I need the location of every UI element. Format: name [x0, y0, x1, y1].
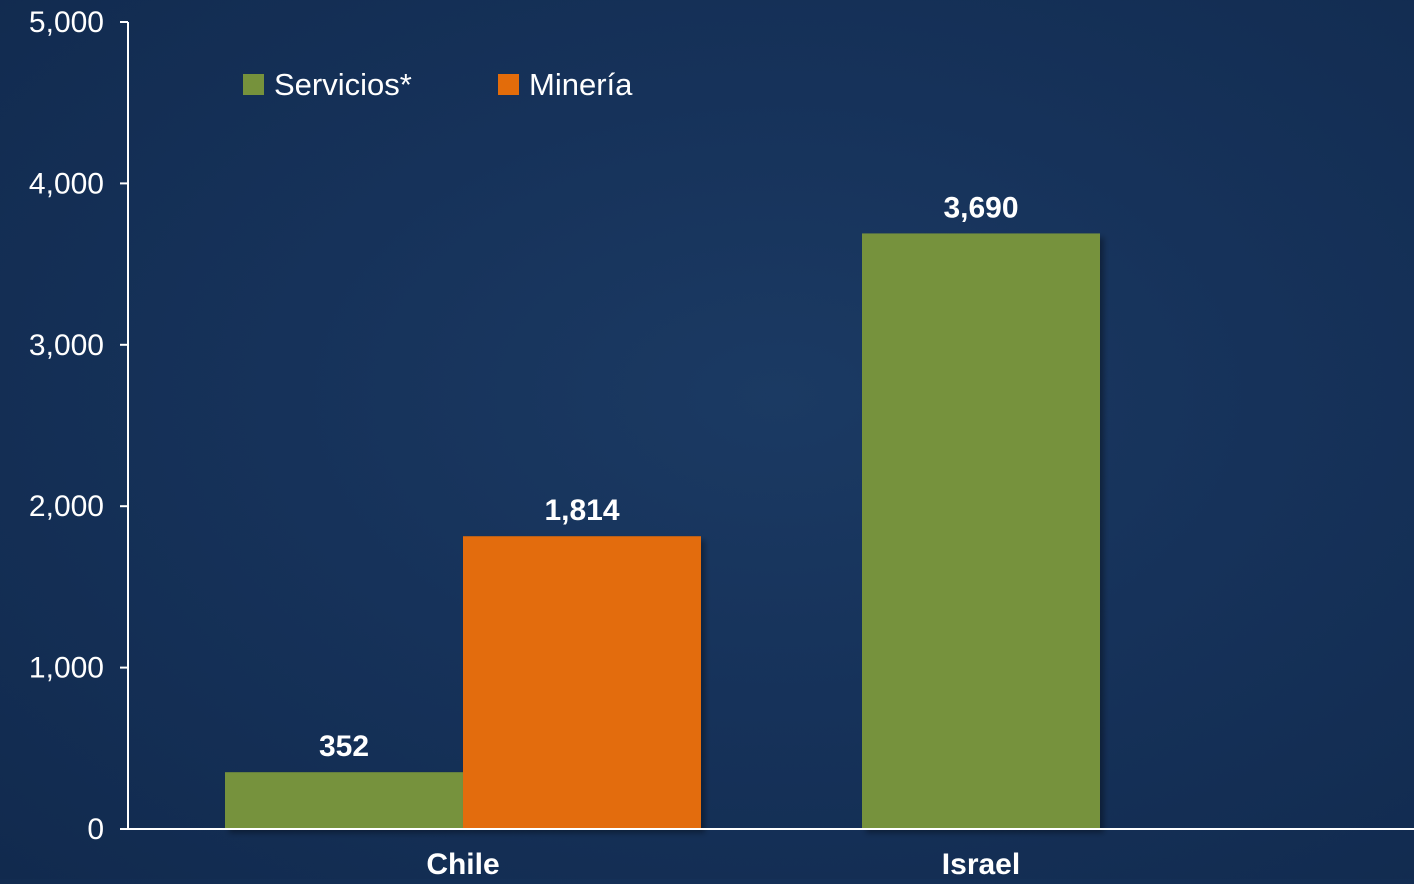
legend-swatch-mineria: [498, 74, 519, 95]
bar-chile-mineria: [463, 536, 701, 829]
bars-layer: [225, 233, 1100, 829]
y-tick-label: 2,000: [29, 490, 104, 523]
y-tick-label: 0: [87, 813, 104, 846]
legend: Servicios* Minería: [243, 67, 633, 102]
legend-label-mineria: Minería: [529, 67, 633, 102]
value-label-israel-servicios: 3,690: [943, 191, 1018, 224]
legend-label-servicios: Servicios*: [274, 67, 412, 102]
bar-chile-servicios: [225, 772, 463, 829]
legend-swatch-servicios: [243, 74, 264, 95]
y-tick-label: 4,000: [29, 167, 104, 200]
value-label-chile-mineria: 1,814: [544, 494, 619, 527]
y-tick-label: 3,000: [29, 329, 104, 362]
bar-israel-servicios: [862, 233, 1100, 829]
axes-layer: Chile Israel 0 1,000 2,000 3,000 4,000 5,000: [29, 6, 1414, 881]
category-label-chile: Chile: [426, 848, 499, 879]
y-tick-label: 5,000: [29, 6, 104, 39]
value-labels-layer: 352 1,814 3,690: [319, 191, 1019, 763]
value-label-chile-servicios: 352: [319, 730, 369, 763]
category-label-israel: Israel: [942, 848, 1020, 879]
y-tick-label: 1,000: [29, 652, 104, 685]
